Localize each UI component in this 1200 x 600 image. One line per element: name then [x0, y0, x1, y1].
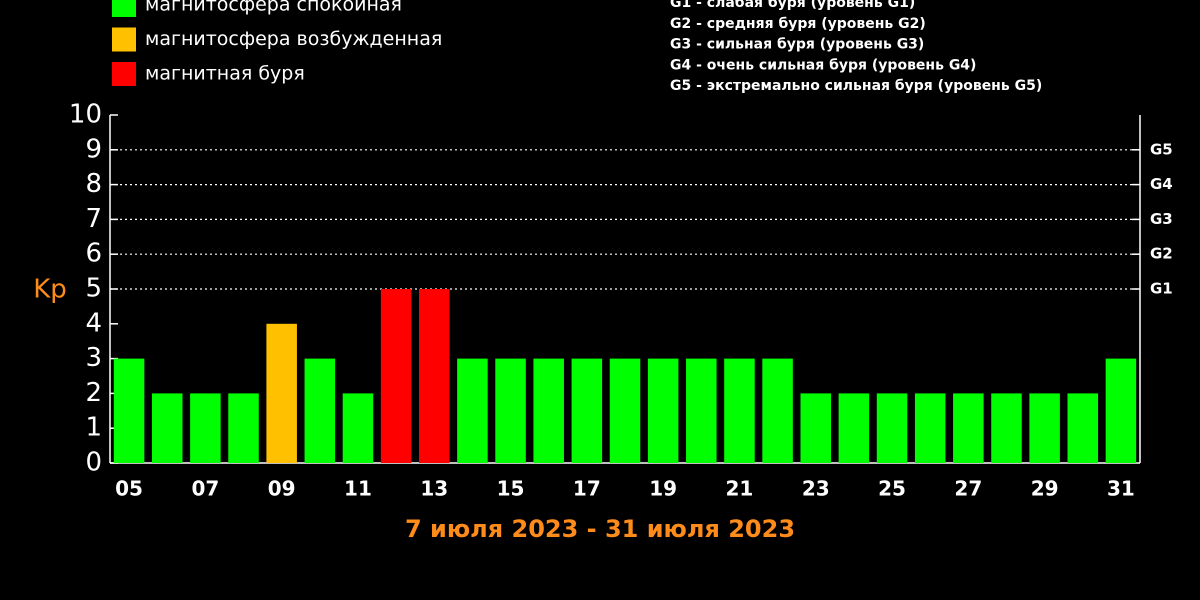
bar: [1105, 358, 1137, 463]
bar: [304, 358, 336, 463]
legend-label: магнитосфера спокойная: [145, 0, 402, 16]
bar: [495, 358, 526, 463]
legend-swatch: [112, 27, 136, 52]
bar: [800, 393, 831, 463]
annotation: G3 - сильная буря (уровень G3): [670, 37, 924, 53]
bar: [953, 393, 984, 463]
x-tick-label: 11: [344, 477, 372, 501]
y-tick-label: 10: [69, 100, 102, 130]
bar: [991, 393, 1022, 463]
x-tick-label: 05: [115, 477, 143, 501]
y2-tick-label: G3: [1150, 210, 1173, 228]
x-axis-label: 7 июля 2023 - 31 июля 2023: [405, 515, 795, 543]
bar: [914, 393, 946, 463]
x-tick-label: 17: [573, 477, 601, 501]
legend-label: магнитосфера возбужденная: [145, 28, 442, 50]
y-tick-label: 2: [85, 378, 102, 408]
bar: [571, 358, 603, 463]
x-tick-label: 29: [1031, 477, 1059, 501]
bar: [533, 358, 564, 463]
bar: [266, 323, 297, 463]
x-tick-label: 25: [878, 477, 906, 501]
y-tick-label: 4: [85, 308, 102, 338]
bar: [647, 358, 679, 463]
annotation: G5 - экстремально сильная буря (уровень …: [670, 78, 1042, 94]
y-axis-label: Kp: [33, 275, 67, 305]
bar: [228, 393, 259, 463]
x-tick-label: 07: [191, 477, 219, 501]
y-tick-label: 7: [85, 204, 102, 234]
annotation: G2 - средняя буря (уровень G2): [670, 16, 926, 32]
legend-swatch: [112, 0, 136, 17]
bar: [190, 393, 221, 463]
annotation: G1 - слабая буря (уровень G1): [670, 0, 915, 11]
y-tick-label: 3: [85, 343, 102, 373]
y2-tick-label: G2: [1150, 245, 1173, 263]
bar: [686, 358, 717, 463]
y-tick-label: 5: [85, 274, 102, 304]
y-tick-label: 0: [85, 448, 102, 478]
y-tick-label: 8: [85, 169, 102, 199]
x-tick-label: 31: [1107, 477, 1135, 501]
x-tick-label: 19: [649, 477, 677, 501]
y2-tick-label: G1: [1150, 280, 1173, 298]
bar: [762, 358, 793, 463]
annotation: G4 - очень сильная буря (уровень G4): [670, 57, 976, 73]
y-tick-label: 1: [85, 413, 102, 443]
x-tick-label: 27: [954, 477, 982, 501]
bar: [724, 358, 755, 463]
bar: [838, 393, 870, 463]
y-tick-label: 6: [85, 239, 102, 269]
bar: [342, 393, 374, 463]
bar: [113, 358, 145, 463]
legend-swatch: [112, 62, 136, 86]
bar: [419, 289, 450, 463]
bar: [151, 393, 183, 463]
x-tick-label: 15: [497, 477, 525, 501]
legend-label: магнитная буря: [145, 63, 305, 85]
y2-tick-label: G5: [1150, 140, 1173, 158]
y2-tick-label: G4: [1150, 175, 1173, 193]
bar: [457, 358, 488, 463]
x-tick-label: 23: [802, 477, 830, 501]
bar: [876, 393, 908, 463]
x-tick-label: 09: [268, 477, 296, 501]
bar: [1029, 393, 1060, 463]
bar: [380, 289, 412, 463]
bar: [1067, 393, 1099, 463]
x-tick-label: 13: [420, 477, 448, 501]
bar: [609, 358, 641, 463]
y-tick-label: 9: [85, 134, 102, 164]
x-tick-label: 21: [726, 477, 754, 501]
